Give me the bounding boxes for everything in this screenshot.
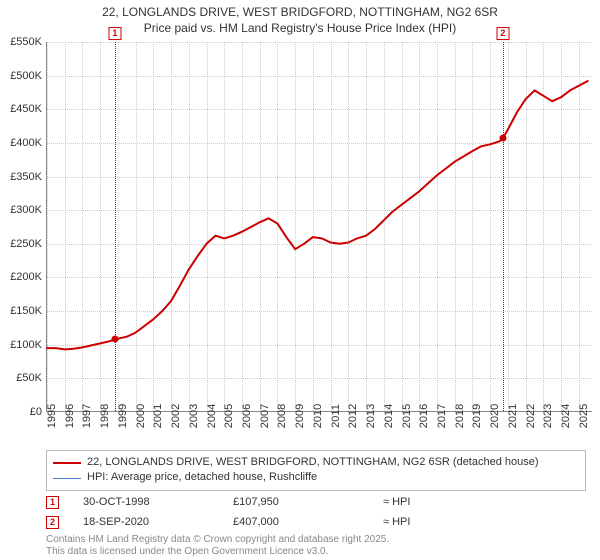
x-tick-label: 2009 [294, 404, 306, 428]
legend-swatch [53, 462, 81, 464]
y-tick-label: £100K [10, 339, 42, 351]
y-tick-label: £450K [10, 103, 42, 115]
sales-date: 18-SEP-2020 [83, 516, 233, 528]
marker-guideline [115, 42, 116, 411]
y-tick-label: £200K [10, 271, 42, 283]
y-tick-label: £0 [30, 406, 42, 418]
x-tick-label: 2022 [525, 404, 537, 428]
chart-area: £0 £50K £100K £150K £200K £250K £300K £350K £400… [0, 42, 600, 442]
y-tick-label: £500K [10, 70, 42, 82]
footer-line-1: Contains HM Land Registry data © Crown c… [46, 534, 586, 546]
sales-hpi: ≈ HPI [383, 516, 463, 528]
x-tick-label: 2006 [241, 404, 253, 428]
x-tick-label: 2017 [436, 404, 448, 428]
x-tick-label: 2021 [507, 404, 519, 428]
sales-date: 30-OCT-1998 [83, 496, 233, 508]
x-tick-label: 1999 [117, 404, 129, 428]
sales-marker: 2 [46, 516, 59, 529]
footer-note: Contains HM Land Registry data © Crown c… [46, 534, 586, 558]
y-axis: £0£50K£100K£150K£200K£250K£300K£350K£400… [0, 42, 46, 412]
legend-swatch [53, 478, 81, 479]
y-tick-label: £250K [10, 238, 42, 250]
legend-label: 22, LONGLANDS DRIVE, WEST BRIDGFORD, NOT… [87, 455, 539, 470]
x-tick-label: 1995 [46, 404, 58, 428]
x-tick-label: 2020 [489, 404, 501, 428]
x-tick-label: 2013 [365, 404, 377, 428]
legend-row: 22, LONGLANDS DRIVE, WEST BRIDGFORD, NOT… [53, 455, 579, 470]
x-tick-label: 2008 [276, 404, 288, 428]
x-tick-label: 2012 [347, 404, 359, 428]
marker-dot [499, 135, 506, 142]
footer-line-2: This data is licensed under the Open Gov… [46, 546, 586, 558]
sales-row: 1 30-OCT-1998£107,950≈ HPI [46, 492, 586, 512]
sales-marker: 1 [46, 496, 59, 509]
x-tick-label: 1996 [64, 404, 76, 428]
x-tick-label: 2019 [471, 404, 483, 428]
y-tick-label: £300K [10, 204, 42, 216]
legend: 22, LONGLANDS DRIVE, WEST BRIDGFORD, NOT… [46, 450, 586, 491]
title-line-2: Price paid vs. HM Land Registry's House … [0, 20, 600, 36]
x-tick-label: 2014 [383, 404, 395, 428]
x-tick-label: 2024 [560, 404, 572, 428]
x-tick-label: 2003 [188, 404, 200, 428]
x-tick-label: 2000 [135, 404, 147, 428]
x-axis: 1995199619971998199920002001200220032004… [46, 414, 592, 444]
x-tick-label: 2023 [542, 404, 554, 428]
x-tick-label: 1997 [81, 404, 93, 428]
series-line [47, 81, 588, 349]
x-tick-label: 2010 [312, 404, 324, 428]
x-tick-label: 2002 [170, 404, 182, 428]
x-tick-label: 2011 [330, 404, 342, 428]
x-tick-label: 2005 [223, 404, 235, 428]
legend-row: HPI: Average price, detached house, Rush… [53, 470, 579, 485]
title-line-1: 22, LONGLANDS DRIVE, WEST BRIDGFORD, NOT… [0, 4, 600, 20]
sales-table: 1 30-OCT-1998£107,950≈ HPI 2 18-SEP-2020£40… [46, 492, 586, 532]
y-tick-label: £50K [16, 372, 42, 384]
chart-title: 22, LONGLANDS DRIVE, WEST BRIDGFORD, NOT… [0, 0, 600, 36]
legend-label: HPI: Average price, detached house, Rush… [87, 470, 317, 485]
marker-box: 2 [496, 27, 509, 40]
x-tick-label: 2016 [418, 404, 430, 428]
marker-guideline [503, 42, 504, 411]
x-tick-label: 1998 [99, 404, 111, 428]
marker-box: 1 [108, 27, 121, 40]
x-tick-label: 2001 [152, 404, 164, 428]
x-tick-label: 2025 [578, 404, 590, 428]
series-svg [47, 42, 593, 412]
sales-row: 2 18-SEP-2020£407,000≈ HPI [46, 512, 586, 532]
sales-price: £407,000 [233, 516, 383, 528]
x-tick-label: 2007 [259, 404, 271, 428]
x-tick-label: 2004 [206, 404, 218, 428]
y-tick-label: £400K [10, 137, 42, 149]
sales-price: £107,950 [233, 496, 383, 508]
plot-area: 12 [46, 42, 592, 412]
y-tick-label: £150K [10, 305, 42, 317]
y-tick-label: £550K [10, 36, 42, 48]
x-tick-label: 2015 [401, 404, 413, 428]
x-tick-label: 2018 [454, 404, 466, 428]
marker-dot [111, 336, 118, 343]
sales-hpi: ≈ HPI [383, 496, 463, 508]
y-tick-label: £350K [10, 171, 42, 183]
